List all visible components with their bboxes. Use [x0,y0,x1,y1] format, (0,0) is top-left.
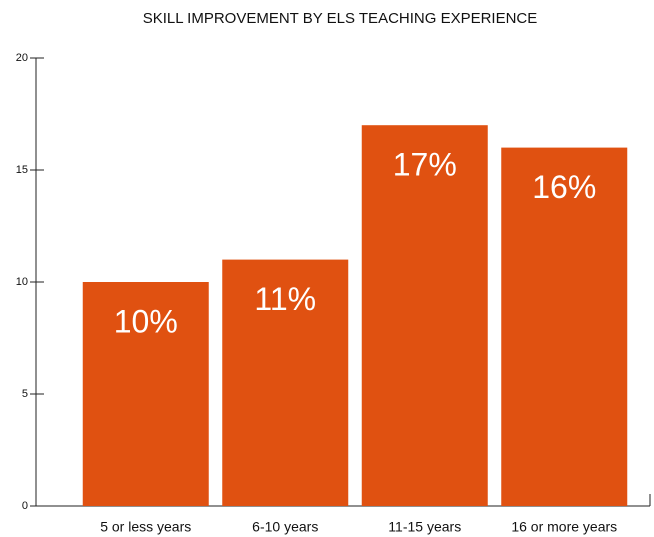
x-tick-label: 5 or less years [100,519,191,535]
bar [222,259,349,506]
y-tick-label: 20 [16,52,28,64]
x-tick-label: 11-15 years [388,519,461,535]
y-tick-label: 10 [16,276,28,288]
y-tick-label: 15 [16,164,28,176]
value-label: 17% [393,147,457,183]
value-label: 16% [532,169,596,205]
y-tick-label: 5 [22,388,28,400]
bar [361,125,488,506]
x-tick-label: 6-10 years [252,519,318,535]
x-tick-label: 16 or more years [511,519,617,535]
value-label: 11% [254,281,316,317]
bar [501,147,628,506]
bar [82,282,209,506]
y-tick-label: 0 [22,500,28,512]
chart-title: SKILL IMPROVEMENT BY ELS TEACHING EXPERI… [143,10,538,27]
value-label: 10% [114,303,178,339]
